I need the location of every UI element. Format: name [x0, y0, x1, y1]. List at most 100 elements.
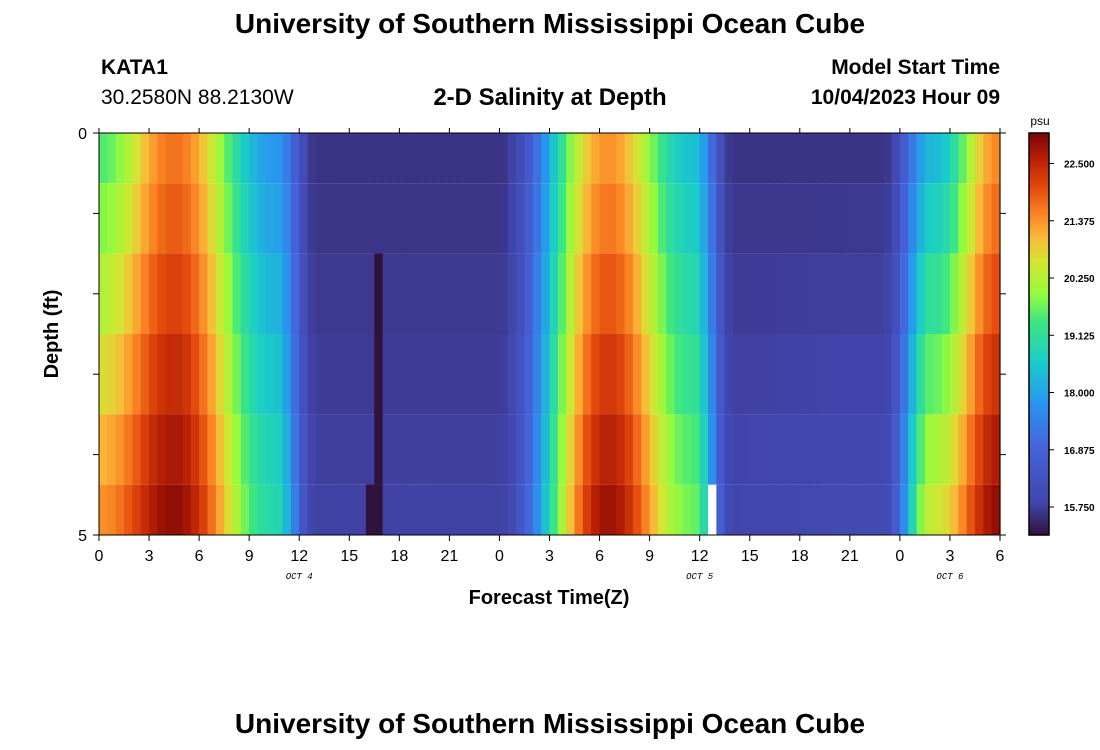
heatmap-cell [783, 183, 793, 254]
heatmap-cell [858, 334, 868, 415]
heatmap-cell [674, 183, 684, 254]
heatmap-cell [257, 414, 267, 485]
heatmap-cell [916, 484, 926, 535]
heatmap-cell [591, 253, 601, 334]
heatmap-cell [157, 334, 167, 415]
heatmap-cell [557, 183, 567, 254]
heatmap-cell [791, 414, 801, 485]
heatmap-cell [466, 334, 476, 415]
heatmap-cell [299, 183, 309, 254]
heatmap-cell [482, 334, 492, 415]
heatmap-cell [282, 484, 292, 535]
heatmap-cell [649, 414, 659, 485]
heatmap-cell [149, 414, 158, 485]
heatmap [99, 133, 1001, 535]
heatmap-cell [632, 334, 642, 415]
heatmap-cell [349, 414, 359, 485]
heatmap-cell [708, 183, 717, 254]
heatmap-cell [199, 414, 209, 485]
heatmap-cell [265, 334, 275, 415]
heatmap-cell [399, 484, 409, 535]
heatmap-cell [657, 253, 667, 334]
heatmap-cell [574, 253, 584, 334]
heatmap-cell [841, 253, 851, 334]
heatmap-cell [783, 414, 793, 485]
heatmap-cell [115, 484, 125, 535]
heatmap-cell [616, 133, 626, 184]
heatmap-cell [824, 183, 834, 254]
heatmap-cell [616, 183, 626, 254]
x-axis-label: Forecast Time(Z) [469, 587, 630, 609]
date-label: OCT 5 [686, 572, 714, 582]
heatmap-cell [340, 334, 350, 415]
heatmap-cell [758, 253, 767, 334]
x-tick-label: 21 [440, 548, 458, 565]
heatmap-cell [207, 183, 217, 254]
heatmap-cell [249, 414, 259, 485]
heatmap-cell [974, 484, 984, 535]
heatmap-cell [449, 414, 459, 485]
heatmap-cell [874, 133, 884, 184]
heatmap-cell [190, 414, 200, 485]
heatmap-cell [290, 133, 300, 184]
heatmap-cell [332, 183, 342, 254]
heatmap-cell [432, 334, 442, 415]
heatmap-cell [416, 253, 425, 334]
heatmap-cell [983, 183, 993, 254]
x-tick-label: 9 [645, 548, 654, 565]
heatmap-cell [699, 183, 709, 254]
heatmap-cell [474, 414, 484, 485]
heatmap-cell [916, 133, 926, 184]
heatmap-cell [190, 183, 200, 254]
heatmap-cell [424, 334, 434, 415]
heatmap-cell [849, 183, 859, 254]
heatmap-cell [524, 253, 534, 334]
x-tick-label: 6 [195, 548, 204, 565]
heatmap-cell [933, 414, 943, 485]
heatmap-cell [699, 484, 709, 535]
heatmap-cell [699, 253, 709, 334]
heatmap-cell [566, 334, 576, 415]
heatmap-cell [324, 484, 334, 535]
heatmap-cell [207, 253, 217, 334]
heatmap-cell [449, 334, 459, 415]
heatmap-cell [407, 414, 417, 485]
heatmap-cell [924, 133, 934, 184]
heatmap-cell [674, 414, 684, 485]
heatmap-cell [274, 484, 284, 535]
heatmap-cell [432, 183, 442, 254]
heatmap-cell [783, 253, 793, 334]
heatmap-cell [891, 253, 901, 334]
heatmap-cell [182, 253, 192, 334]
heatmap-cell [215, 133, 225, 184]
heatmap-cell [441, 414, 450, 485]
heatmap-cell [524, 484, 534, 535]
heatmap-cell [749, 414, 759, 485]
salinity-chart: 0 3 6 9 12 15 18 21 0 3 6 9 12 15 18 21 0 3 6 OCT 4 OCT 5 OCT… [41, 114, 1095, 609]
heatmap-cell [582, 133, 592, 184]
heatmap-cell [649, 133, 659, 184]
heatmap-cell [99, 183, 108, 254]
heatmap-cell [566, 484, 576, 535]
colorbar-fill [1028, 132, 1050, 536]
heatmap-cell [516, 183, 526, 254]
heatmap-cell [132, 253, 142, 334]
heatmap-cell [232, 334, 242, 415]
heatmap-cell [140, 414, 150, 485]
heatmap-cell [357, 183, 367, 254]
heatmap-cell [891, 414, 901, 485]
heatmap-cell [115, 133, 125, 184]
heatmap-cell [883, 253, 893, 334]
heatmap-cell [324, 253, 334, 334]
heatmap-cell [708, 334, 717, 415]
heatmap-cell [115, 253, 125, 334]
heatmap-cell [841, 484, 851, 535]
heatmap-cell [457, 334, 467, 415]
heatmap-cell [182, 334, 192, 415]
heatmap-cell [749, 484, 759, 535]
heatmap-cell [616, 414, 626, 485]
heatmap-cell [641, 484, 651, 535]
heatmap-cell [499, 133, 509, 184]
heatmap-cell [607, 183, 617, 254]
heatmap-cell [666, 183, 676, 254]
